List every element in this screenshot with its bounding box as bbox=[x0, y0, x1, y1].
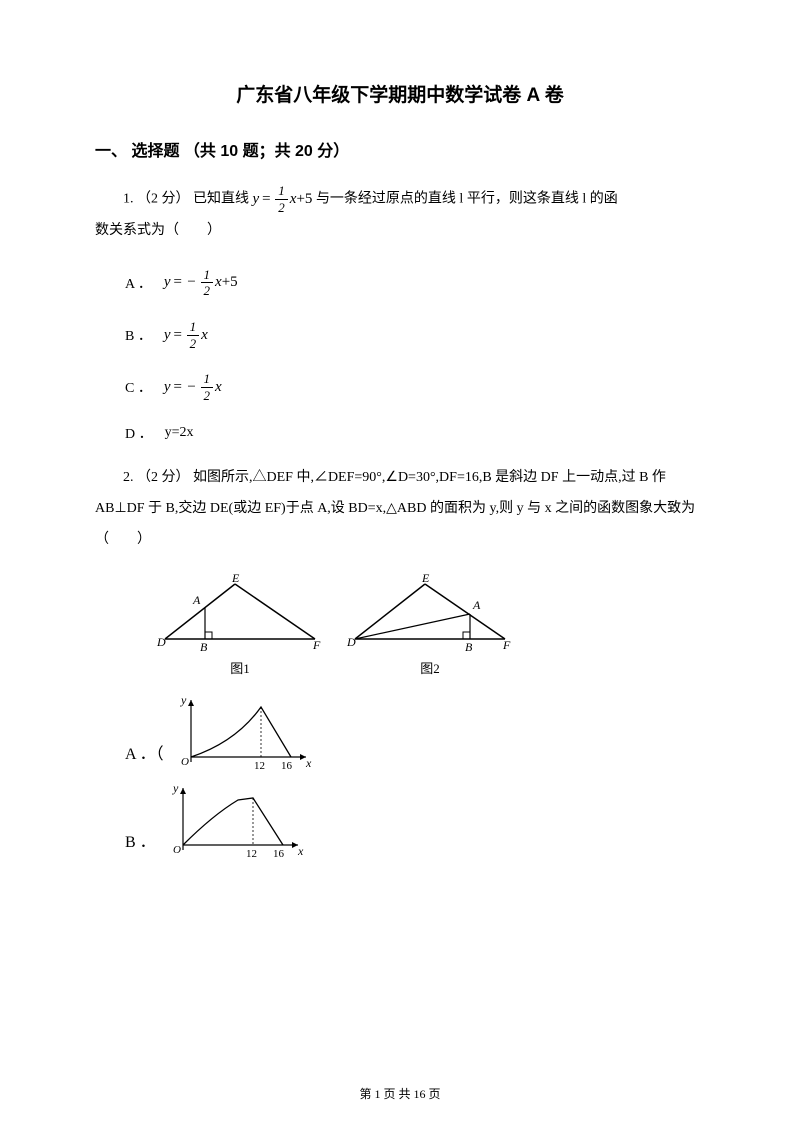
den: 2 bbox=[187, 336, 200, 352]
opt-c-formula: y = − 12 x bbox=[164, 371, 222, 403]
figure-1: D E F A B 图1 bbox=[155, 574, 325, 677]
q1-option-c: C ． y = − 12 x bbox=[125, 371, 705, 403]
label-F: F bbox=[502, 638, 511, 652]
opt-a-formula: y = − 12 x +5 bbox=[164, 267, 238, 299]
q1-text-c: 数关系式为（ ） bbox=[95, 223, 221, 238]
label-F: F bbox=[312, 638, 321, 652]
section-header: 一、 选择题 （共 10 题；共 20 分） bbox=[95, 137, 705, 161]
num: 1 bbox=[187, 319, 200, 336]
plus5: +5 bbox=[222, 274, 238, 291]
svg-text:16: 16 bbox=[281, 760, 293, 772]
triangle-1-svg: D E F A B bbox=[155, 574, 325, 654]
opt-a-label: A ．（ bbox=[125, 740, 164, 764]
q1-option-b: B ． y = 12 x bbox=[125, 319, 705, 351]
den: 2 bbox=[275, 200, 288, 216]
var-y: y bbox=[164, 274, 171, 291]
graph-b-svg: O y x 12 16 bbox=[168, 780, 308, 860]
plus5: +5 bbox=[296, 183, 312, 216]
svg-text:O: O bbox=[181, 756, 189, 768]
label-D: D bbox=[156, 635, 166, 649]
fig1-label: 图1 bbox=[230, 658, 250, 677]
den: 2 bbox=[201, 283, 214, 299]
label-B: B bbox=[465, 640, 473, 654]
svg-text:x: x bbox=[297, 844, 304, 858]
eq: = bbox=[261, 183, 271, 216]
q2-option-a: A ．（ O y x 12 16 bbox=[125, 692, 705, 772]
var-y: y bbox=[164, 379, 171, 396]
opt-b-label: B ． bbox=[125, 325, 152, 345]
graph-a-svg: O y x 12 16 bbox=[176, 692, 316, 772]
opt-c-label: C ． bbox=[125, 377, 152, 397]
var-x: x bbox=[290, 183, 297, 216]
svg-text:12: 12 bbox=[254, 760, 265, 772]
opt-b-formula: y = 12 x bbox=[164, 319, 208, 351]
q2-figures: D E F A B 图1 D E F A B 图2 bbox=[155, 574, 705, 677]
q1-points: （2 分） bbox=[137, 192, 190, 207]
num: 1 bbox=[201, 267, 214, 284]
opt-d-text: y=2x bbox=[165, 425, 194, 441]
svg-text:x: x bbox=[305, 756, 312, 770]
svg-text:16: 16 bbox=[273, 848, 285, 860]
q1-option-a: A ． y = − 12 x +5 bbox=[125, 267, 705, 299]
question-2: 2. （2 分） 如图所示,△DEF 中,∠DEF=90°,∠D=30°,DF=… bbox=[95, 463, 705, 555]
label-A: A bbox=[472, 598, 481, 612]
page-title: 广东省八年级下学期期中数学试卷 A 卷 bbox=[95, 80, 705, 107]
opt-b-label: B ． bbox=[125, 828, 156, 852]
label-D: D bbox=[346, 635, 356, 649]
var-x: x bbox=[215, 379, 222, 396]
q1-option-d: D ． y=2x bbox=[125, 423, 705, 443]
q2-points: （2 分） bbox=[137, 470, 190, 485]
question-1: 1. （2 分） 已知直线 y = 1 2 x +5 与一条经过原点的直线 l … bbox=[95, 183, 705, 247]
q1-num: 1. bbox=[123, 192, 134, 207]
num: 1 bbox=[275, 183, 288, 200]
svg-text:O: O bbox=[173, 844, 181, 856]
q1-formula: y = 1 2 x +5 bbox=[253, 183, 313, 216]
fraction-half: 1 2 bbox=[275, 183, 288, 215]
opt-d-label: D ． bbox=[125, 423, 153, 443]
label-B: B bbox=[200, 640, 208, 654]
figure-2: D E F A B 图2 bbox=[345, 574, 515, 677]
label-E: E bbox=[231, 574, 240, 585]
label-E: E bbox=[421, 574, 430, 585]
var-x: x bbox=[215, 274, 222, 291]
var-y: y bbox=[164, 327, 171, 344]
fig2-label: 图2 bbox=[420, 658, 440, 677]
q2-option-b: B ． O y x 12 16 bbox=[125, 780, 705, 860]
q1-text-a: 已知直线 bbox=[193, 192, 249, 207]
page-footer: 第 1 页 共 16 页 bbox=[0, 1085, 800, 1102]
den: 2 bbox=[201, 388, 214, 404]
q1-text-b: 与一条经过原点的直线 l 平行，则这条直线 l 的函 bbox=[316, 192, 618, 207]
svg-text:12: 12 bbox=[246, 848, 257, 860]
opt-a-label: A ． bbox=[125, 273, 152, 293]
var-y: y bbox=[253, 183, 260, 216]
svg-text:y: y bbox=[180, 693, 187, 707]
triangle-2-svg: D E F A B bbox=[345, 574, 515, 654]
var-x: x bbox=[201, 327, 208, 344]
num: 1 bbox=[201, 371, 214, 388]
q2-num: 2. bbox=[123, 470, 134, 485]
label-A: A bbox=[192, 593, 201, 607]
svg-text:y: y bbox=[172, 781, 179, 795]
